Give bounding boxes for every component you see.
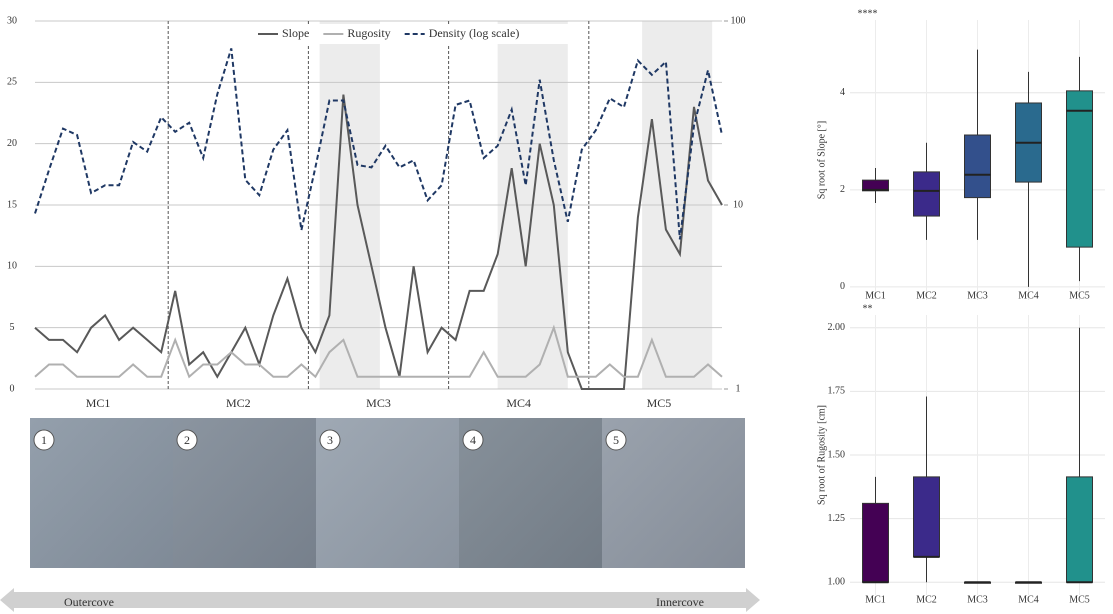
- legend-label: Slope: [282, 26, 309, 40]
- photo-badge: [605, 429, 627, 451]
- y-axis-label: Sq root of Slope [°]: [816, 121, 827, 199]
- photo-number: 5: [613, 433, 619, 447]
- legend-box: [250, 24, 570, 44]
- y-tick-label: 1.00: [828, 577, 846, 588]
- x-tick-label: MC2: [916, 290, 937, 301]
- series-line: [34, 48, 723, 240]
- y-tick-label: 10: [7, 261, 17, 272]
- x-tick-label: MC3: [967, 594, 988, 605]
- y-tick-label: 2: [840, 184, 845, 195]
- photo-number: 4: [470, 433, 476, 447]
- y-tick-label: 2.00: [828, 322, 846, 333]
- y2-tick-label: 1: [736, 383, 741, 394]
- photo-badge: [176, 429, 198, 451]
- series-line: [34, 324, 723, 379]
- photo-badge: [462, 429, 484, 451]
- x-tick-label: MC1: [865, 594, 886, 605]
- x-tick-label: MC2: [916, 594, 937, 605]
- y-tick-label: 20: [7, 138, 17, 149]
- group-label: MC2: [226, 396, 251, 410]
- box: [1066, 476, 1093, 583]
- y-tick-label: 0: [840, 281, 845, 292]
- photo-badge: [319, 429, 341, 451]
- legend-label: Rugosity: [347, 26, 390, 40]
- y-tick-label: 1.75: [828, 386, 846, 397]
- y2-tick-label: 10: [733, 199, 743, 210]
- x-tick-label: MC4: [1018, 594, 1039, 605]
- y-tick-label: 1.25: [828, 513, 846, 524]
- group-label: MC5: [647, 396, 672, 410]
- box: [862, 502, 889, 583]
- x-tick-label: MC5: [1069, 594, 1090, 605]
- x-tick-label: MC1: [865, 290, 886, 301]
- y-axis-label: Sq root of Rugosity [cm]: [816, 405, 827, 505]
- legend-label: Density (log scale): [429, 26, 520, 40]
- photo-number: 3: [327, 433, 333, 447]
- annotation: **: [863, 303, 873, 314]
- box: [964, 134, 991, 199]
- arrow-right-label: Innercove: [656, 595, 704, 609]
- box: [913, 171, 940, 217]
- x-tick-label: MC5: [1069, 290, 1090, 301]
- y-tick-label: 1.50: [828, 449, 846, 460]
- y2-tick-label: 100: [731, 15, 746, 26]
- y-tick-label: 0: [10, 383, 15, 394]
- cove-arrow: [0, 588, 760, 612]
- box: [913, 476, 940, 558]
- photo-badge: [33, 429, 55, 451]
- y-tick-label: 25: [7, 77, 17, 88]
- annotation: ****: [858, 8, 878, 19]
- group-label: MC4: [506, 396, 531, 410]
- series-line: [34, 94, 723, 390]
- y-tick-label: 5: [10, 322, 15, 333]
- box: [1066, 90, 1093, 248]
- group-label: MC3: [366, 396, 391, 410]
- x-tick-label: MC3: [967, 290, 988, 301]
- y-tick-label: 30: [7, 15, 17, 26]
- arrow-left-label: Outercove: [64, 595, 114, 609]
- photo-number: 2: [184, 433, 190, 447]
- photo-number: 1: [41, 433, 47, 447]
- y-tick-label: 15: [7, 199, 17, 210]
- group-label: MC1: [86, 396, 111, 410]
- x-tick-label: MC4: [1018, 290, 1039, 301]
- y-tick-label: 4: [840, 87, 845, 98]
